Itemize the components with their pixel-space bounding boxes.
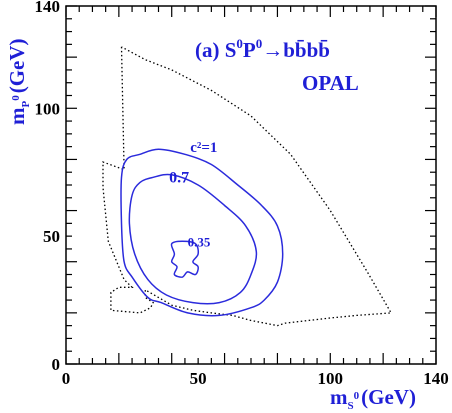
y-tick-label: 140 <box>35 0 61 16</box>
y-tick-label: 0 <box>52 355 61 374</box>
contour-labels: c²=10.7 0.35 <box>169 140 217 250</box>
contour-line-1 <box>120 148 284 317</box>
y-tick-label: 100 <box>35 99 61 118</box>
contour-label: c²=1 <box>190 140 217 156</box>
x-tick-label: 140 <box>423 369 449 388</box>
y-tick-label: 50 <box>43 227 60 246</box>
contour-label: 0.35 <box>188 234 211 249</box>
contour-label: 0.7 <box>169 169 189 186</box>
chart-title: (a) S0P0→bb̄bb̄ <box>195 36 330 62</box>
tick-marks <box>65 5 437 365</box>
x-tick-label: 50 <box>190 369 207 388</box>
contour-layer <box>120 148 284 317</box>
x-tick-label: 0 <box>62 369 71 388</box>
x-tick-label: 100 <box>318 369 344 388</box>
experiment-label: OPAL <box>302 71 359 95</box>
contour-line-0.35 <box>170 240 200 278</box>
contour-line-0.7 <box>128 173 258 305</box>
tick-labels: 0 50 100 140 0 50 100 140 <box>35 0 449 388</box>
x-axis-label: mS0(GeV) <box>330 385 416 412</box>
y-axis-label: mP0(GeV) <box>5 38 32 125</box>
